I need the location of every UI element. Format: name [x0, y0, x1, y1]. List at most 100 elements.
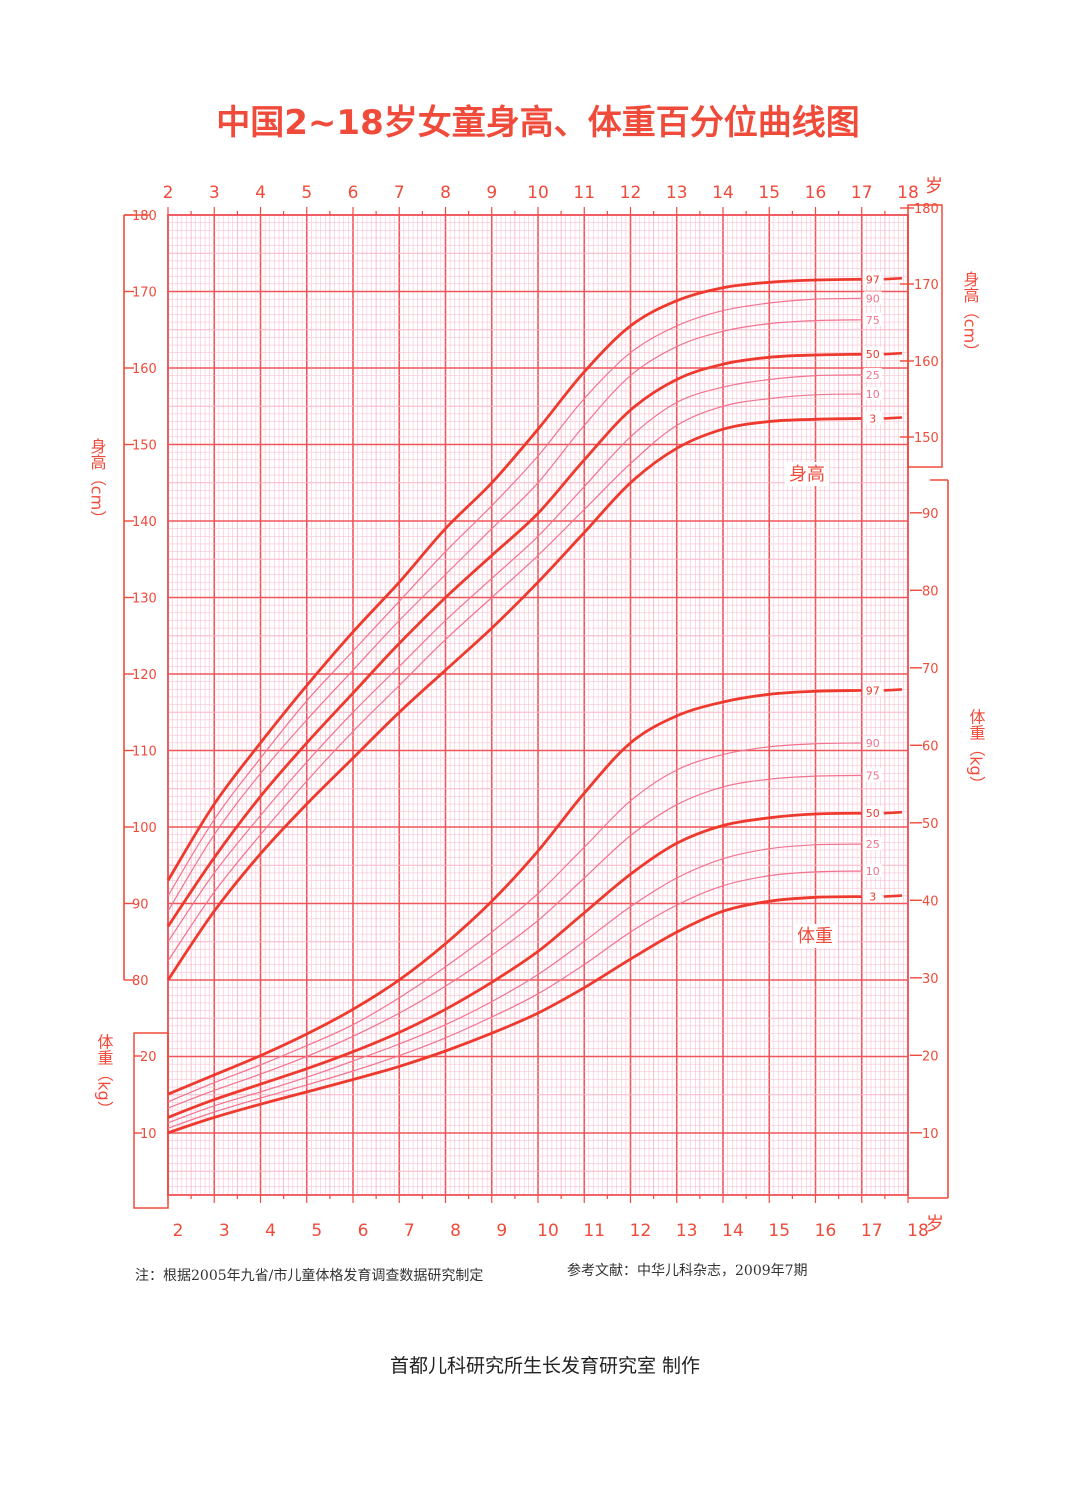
height-section-label: 身高	[789, 464, 825, 485]
weight-curve-p3	[167, 895, 862, 1135]
weight-tick-label-right: 80	[922, 584, 939, 599]
chart-axes	[123, 204, 949, 1209]
weight-label-bg-p97	[863, 683, 882, 697]
weight-tick-label-right: 70	[922, 662, 939, 677]
age-unit-top: 岁	[925, 176, 943, 197]
weight-label-bg-p25	[863, 837, 882, 851]
height-label-p97: 97	[866, 273, 880, 286]
height-section-label-bg	[785, 462, 829, 486]
height-tick-label-right: 170	[914, 278, 939, 293]
height-curve-p75	[167, 319, 862, 912]
weight-label-p97: 97	[866, 684, 880, 697]
weight-label-p3: 3	[869, 891, 876, 904]
height-label-p90: 90	[866, 292, 880, 305]
height-label-p3: 3	[869, 412, 876, 425]
weight-curve-p90	[167, 742, 862, 1103]
weight-axis-title-right: 体重（kg）	[967, 708, 986, 791]
age-tick-label-bottom: 15	[768, 1221, 790, 1241]
height-tick-label-left: 170	[132, 286, 157, 301]
height-label-bg-p10	[863, 387, 882, 401]
weight-label-p25: 25	[866, 838, 880, 851]
height-curve-p97	[166, 277, 862, 882]
height-tail-p97	[883, 276, 903, 281]
height-curve-p10	[167, 393, 862, 962]
height-axis-title-right: 身高（cm）	[961, 271, 980, 359]
weight-tick-label-right: 40	[922, 894, 939, 909]
age-tick-label-bottom: 14	[722, 1221, 744, 1241]
height-label-p75: 75	[866, 314, 880, 327]
age-tick-label-top: 13	[666, 183, 688, 203]
height-tick-label-right: 160	[914, 355, 939, 370]
age-tick-label-bottom: 8	[450, 1221, 461, 1241]
age-tick-label-bottom: 9	[496, 1221, 507, 1241]
age-tick-label-bottom: 10	[537, 1221, 559, 1241]
weight-curve-p10	[167, 870, 862, 1129]
height-tick-label-left: 100	[132, 821, 157, 836]
note-right: 参考文献：中华儿科杂志，2009年7期	[567, 1262, 808, 1279]
weight-tail-p97	[883, 688, 903, 692]
height-tick-label-left: 120	[132, 668, 157, 683]
weight-tick-label-right: 10	[922, 1127, 939, 1142]
height-tick-label-left: 150	[132, 439, 157, 454]
height-label-bg-p90	[863, 291, 882, 305]
weight-tail-p50	[883, 810, 903, 815]
age-tick-label-top: 5	[301, 183, 312, 203]
height-tail-p50	[883, 351, 903, 356]
weight-label-p90: 90	[866, 737, 880, 750]
height-curve-p90	[167, 297, 862, 897]
age-tick-label-top: 6	[348, 183, 359, 203]
weight-tick-label-right: 60	[922, 739, 939, 754]
age-tick-label-top: 15	[758, 183, 780, 203]
age-tick-label-top: 10	[527, 183, 549, 203]
weight-tick-label-right: 90	[922, 507, 939, 522]
height-label-p10: 10	[866, 388, 880, 401]
height-tick-label-right: 150	[914, 431, 939, 446]
age-tick-label-top: 14	[712, 183, 734, 203]
age-unit-bottom: 岁	[926, 1214, 944, 1235]
age-tick-label-top: 9	[486, 183, 497, 203]
age-tick-label-top: 2	[163, 183, 174, 203]
age-tick-label-top: 18	[897, 183, 919, 203]
weight-label-bg-p90	[863, 735, 882, 749]
age-tick-label-bottom: 6	[358, 1221, 369, 1241]
height-tick-label-left: 110	[132, 745, 157, 760]
weight-label-bg-p50	[863, 806, 882, 820]
weight-curve-p97	[167, 689, 862, 1096]
weight-label-bg-p75	[863, 768, 882, 782]
weight-axis-title-left: 体重（kg）	[95, 1033, 114, 1116]
height-curve-p25	[167, 374, 862, 943]
note-left: 注：根据2005年九省/市儿童体格发育调查数据研究制定	[135, 1267, 483, 1284]
weight-label-p50: 50	[866, 807, 880, 820]
weight-curve-p75	[167, 774, 862, 1109]
weight-tick-label-right: 30	[922, 972, 939, 987]
weight-tick-label-right: 50	[922, 817, 939, 832]
height-label-p25: 25	[866, 369, 880, 382]
weight-tick-label-right: 20	[922, 1049, 939, 1064]
height-tick-label-left: 80	[132, 974, 149, 989]
age-tick-label-bottom: 13	[676, 1221, 698, 1241]
weight-label-bg-p3	[863, 889, 882, 903]
height-tick-label-right: 180	[914, 202, 939, 217]
height-label-bg-p97	[863, 272, 882, 286]
weight-label-bg-p10	[863, 864, 882, 878]
age-tick-label-top: 4	[255, 183, 266, 203]
age-tick-label-top: 8	[440, 183, 451, 203]
age-tick-label-bottom: 16	[815, 1221, 837, 1241]
age-tick-label-top: 11	[573, 183, 595, 203]
height-curve-p3	[166, 417, 862, 981]
age-tick-label-top: 7	[394, 183, 405, 203]
height-label-bg-p50	[863, 347, 882, 361]
age-tick-label-bottom: 4	[265, 1221, 276, 1241]
age-tick-label-top: 12	[620, 183, 642, 203]
weight-tick-label-left: 10	[140, 1127, 157, 1142]
age-tick-label-top: 3	[209, 183, 220, 203]
weight-tail-p3	[883, 894, 903, 898]
height-label-p50: 50	[866, 348, 880, 361]
weight-label-p75: 75	[866, 769, 880, 782]
weight-curve-p25	[167, 843, 862, 1124]
height-axis-right-box	[907, 204, 943, 468]
weight-label-p10: 10	[866, 865, 880, 878]
age-tick-label-bottom: 2	[173, 1221, 184, 1241]
height-tick-label-left: 180	[132, 209, 157, 224]
